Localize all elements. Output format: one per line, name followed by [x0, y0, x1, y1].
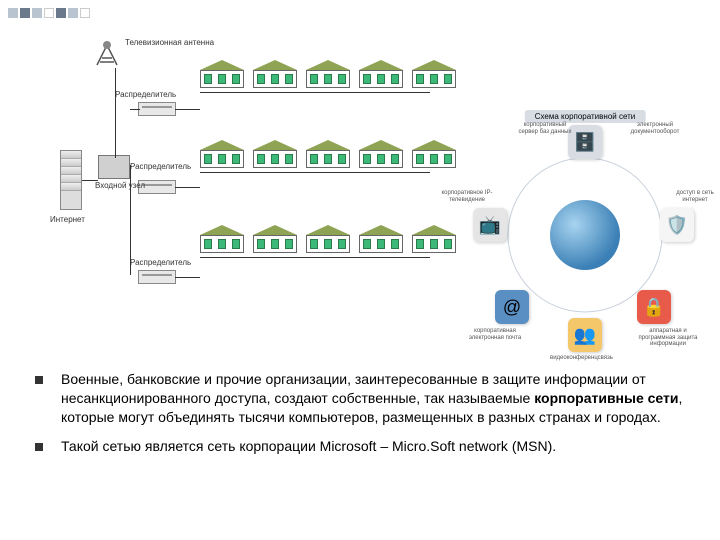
house-icon: [306, 225, 351, 253]
circle-node-label: аппаратная и программная защита информац…: [638, 328, 698, 348]
internet-label: Интернет: [50, 215, 85, 224]
house-icon: [412, 140, 457, 168]
globe-icon: [550, 200, 620, 270]
bullet-marker-icon: [35, 376, 43, 384]
antenna-label: Телевизионная антенна: [125, 38, 214, 47]
internet-server-icon: [60, 150, 82, 210]
bullet-text-2: Такой сетью является сеть корпорации Mic…: [61, 437, 685, 456]
house-row-1: [200, 60, 457, 88]
house-row-3: [200, 225, 457, 253]
house-icon: [359, 225, 404, 253]
antenna-icon: [92, 40, 122, 75]
bullet-marker-icon: [35, 443, 43, 451]
house-icon: [306, 60, 351, 88]
circle-node-label: корпоративное IP-телевидение: [437, 190, 497, 203]
input-router-icon: [98, 155, 130, 179]
house-icon: [253, 140, 298, 168]
house-icon: [412, 225, 457, 253]
circle-node-icon: 📺: [473, 208, 507, 242]
input-node-label: Входной узел: [95, 182, 145, 191]
house-icon: [200, 140, 245, 168]
bullet-item-2: Такой сетью является сеть корпорации Mic…: [35, 437, 685, 456]
house-icon: [200, 60, 245, 88]
distributor-node-3: [138, 270, 176, 284]
house-icon: [412, 60, 457, 88]
distributor-label-1: Распределитель: [115, 90, 176, 99]
corporate-network-circle-diagram: Схема корпоративной сети 🗄️корпоративный…: [455, 130, 715, 340]
circle-node-label: видеоконференцсвязь: [550, 355, 610, 362]
circle-node-icon: 👥: [568, 318, 602, 352]
house-icon: [359, 140, 404, 168]
distributor-label-3: Распределитель: [130, 258, 191, 267]
bullet-text-1: Военные, банковские и прочие организации…: [61, 370, 685, 427]
diagram-area: Телевизионная антенна Распределитель Рас…: [60, 30, 700, 350]
bullet-item-1: Военные, банковские и прочие организации…: [35, 370, 685, 427]
house-row-2: [200, 140, 457, 168]
house-icon: [359, 60, 404, 88]
distributor-node-1: [138, 102, 176, 116]
circle-node-label: электронный документооборот: [625, 122, 685, 135]
house-icon: [253, 225, 298, 253]
bullet-list: Военные, банковские и прочие организации…: [35, 370, 685, 466]
circle-node-icon: 🔒: [637, 290, 671, 324]
house-icon: [306, 140, 351, 168]
house-icon: [253, 60, 298, 88]
circle-node-label: корпоративный сервер баз данных: [515, 122, 575, 135]
circle-node-icon: 🛡️: [660, 208, 694, 242]
network-topology-diagram: Телевизионная антенна Распределитель Рас…: [60, 30, 450, 330]
corner-decoration: [8, 8, 90, 18]
circle-node-icon: @: [495, 290, 529, 324]
distributor-label-2: Распределитель: [130, 162, 191, 171]
circle-node-label: доступ в сеть интернет: [665, 190, 720, 203]
circle-node-label: корпоративная электронная почта: [465, 328, 525, 341]
house-icon: [200, 225, 245, 253]
